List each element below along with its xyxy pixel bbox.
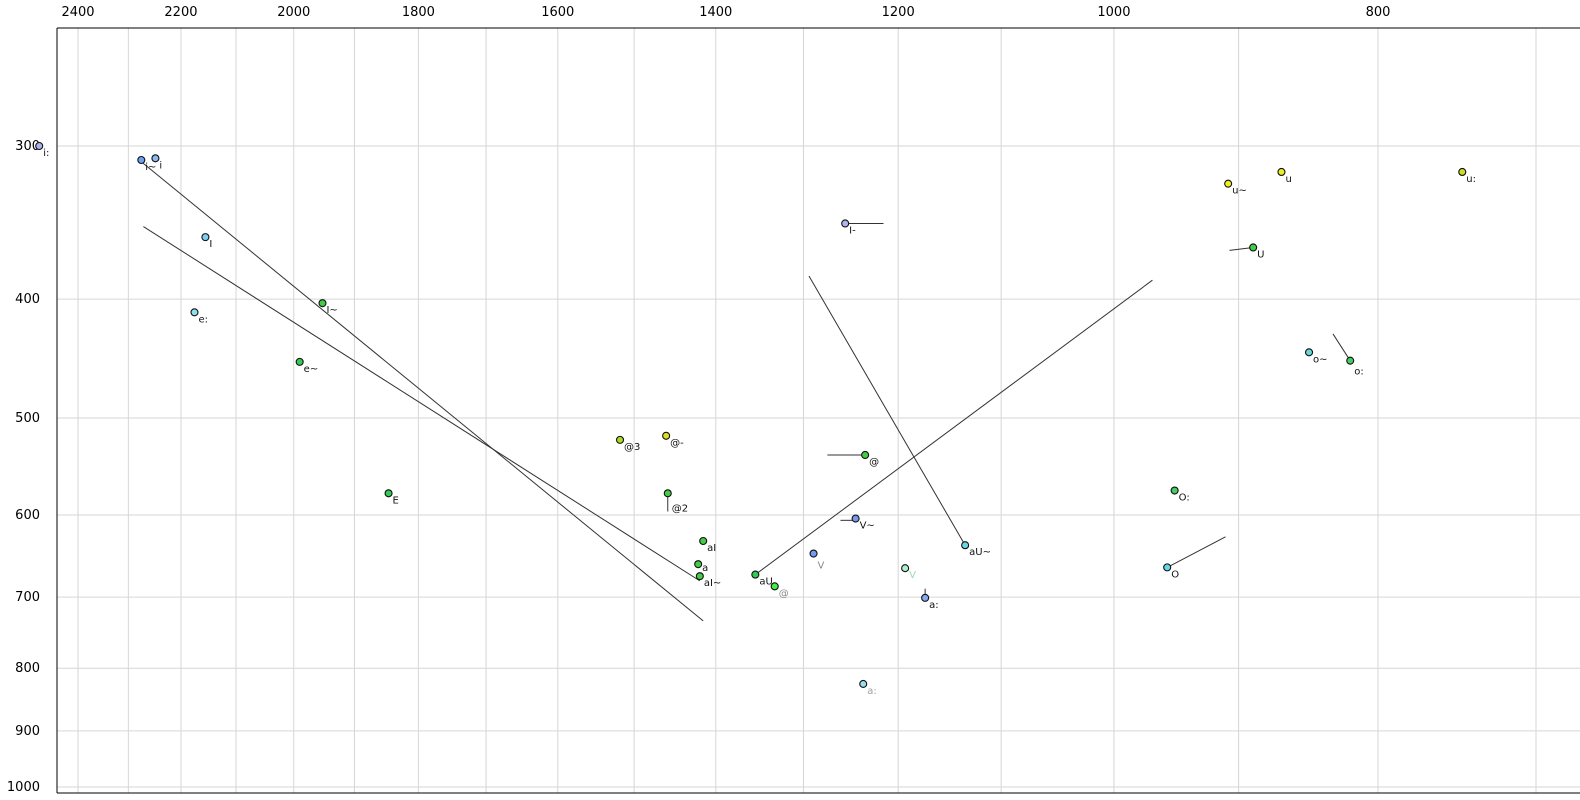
y-tick-label: 500 [15,411,40,426]
trajectory-line [143,226,701,582]
vowel-label: V [818,561,825,572]
vowel-point [201,233,210,242]
x-tick-label: 1800 [402,5,435,20]
x-tick-label: 2200 [164,5,197,20]
trajectory-line [755,279,1153,575]
vowel-label: a: [929,600,939,611]
vowel-point [1170,486,1179,495]
trajectory-line [140,161,704,622]
vowel-point [770,582,779,591]
vowel-label: e: [198,314,208,325]
vowel-label: @- [670,438,684,449]
vowel-label: aI [707,543,716,554]
vowel-label: aI~ [704,578,721,589]
y-tick-label: 900 [15,724,40,739]
vowel-label: @2 [672,503,688,514]
vowel-point [1346,356,1355,365]
y-tick-label: 1000 [7,780,40,795]
vowel-label: a [702,563,708,574]
vowel-label: e~ [304,364,319,375]
x-tick-label: 1600 [541,5,574,20]
vowel-point [809,549,818,558]
trajectory-line [1332,333,1351,361]
gridlines [57,28,1580,793]
vowel-point [295,357,304,366]
vowel-label: o: [1354,367,1364,378]
vowel-point [695,572,704,581]
x-tick-label: 1200 [882,5,915,20]
y-tick-label: 300 [15,139,40,154]
y-tick-label: 600 [15,508,40,523]
vowel-point [1224,179,1233,188]
vowel-point [190,308,199,317]
vowel-point [861,450,870,460]
vowel-point [1304,348,1314,357]
vowel-point [35,141,44,151]
trajectory-line [1166,536,1226,568]
vowel-label: u~ [1232,186,1247,197]
y-tick-label: 800 [15,661,40,676]
vowel-label: O [1171,569,1179,580]
vowel-label: aU~ [969,547,991,558]
x-tick-label: 2400 [61,5,94,20]
vowel-label: i~ [145,162,156,173]
vowel-label: I- [849,225,856,236]
vowel-point [751,570,760,579]
vowel-label: a: [867,686,877,697]
vowel-label: U [1257,249,1264,260]
vowel-point [961,541,970,550]
vowel-label: @3 [624,442,640,453]
vowel-label: V~ [860,521,875,532]
vowel-label: i: [43,148,49,159]
vowel-point [699,536,708,546]
vowel-labels: i: i~ i Ie: I~ e~ E @3 @- @2 aI a aI~ aU @ V V~ I- @ Va: a: a… [43,148,1476,697]
vowel-point [841,219,850,228]
x-tick-label: 1400 [699,5,732,20]
vowel-label: O: [1179,493,1190,504]
vowel-label: I [209,239,212,250]
trajectory-lines [140,161,1351,622]
vowel-points [35,141,1467,688]
vowel-point [615,435,625,444]
x-tick-label: 2000 [277,5,310,20]
vowel-label: u [1285,174,1291,185]
vowel-label: o~ [1313,354,1328,365]
vowel-point [318,299,327,308]
vowel-point [662,431,671,440]
vowel-label: @ [869,457,879,468]
vowel-point [901,564,910,573]
vowel-point [921,593,930,602]
vowel-label: aU [759,577,772,588]
y-axis-ticks: 300 400 500 600 700 800 900 1000 [7,139,40,795]
vowel-label: I~ [326,305,337,316]
vowel-label: i [159,160,162,171]
x-tick-label: 1000 [1097,5,1130,20]
y-tick-label: 700 [15,590,40,605]
vowel-point [151,154,160,163]
vowel-label: E [393,495,399,506]
vowel-point [1163,563,1172,572]
vowel-point [1458,167,1467,177]
vowel-point [1277,167,1286,177]
vowel-point [663,489,672,498]
vowel-point [137,155,146,165]
vowel-point [851,514,860,523]
x-axis-ticks: 2400 2200 2000 1800 1600 1400 1200 1000 800 [61,5,1390,20]
trajectory-line [808,275,966,546]
vowel-point [384,489,393,498]
vowel-label: u: [1466,174,1476,185]
axis-frame [56,27,1580,794]
y-tick-label: 400 [15,292,40,307]
vowel-label: @ [779,588,789,599]
vowel-point [859,679,868,688]
vowel-label: V [909,570,916,581]
vowel-point [694,560,703,569]
x-tick-label: 800 [1366,5,1391,20]
vowel-point [1249,243,1258,252]
